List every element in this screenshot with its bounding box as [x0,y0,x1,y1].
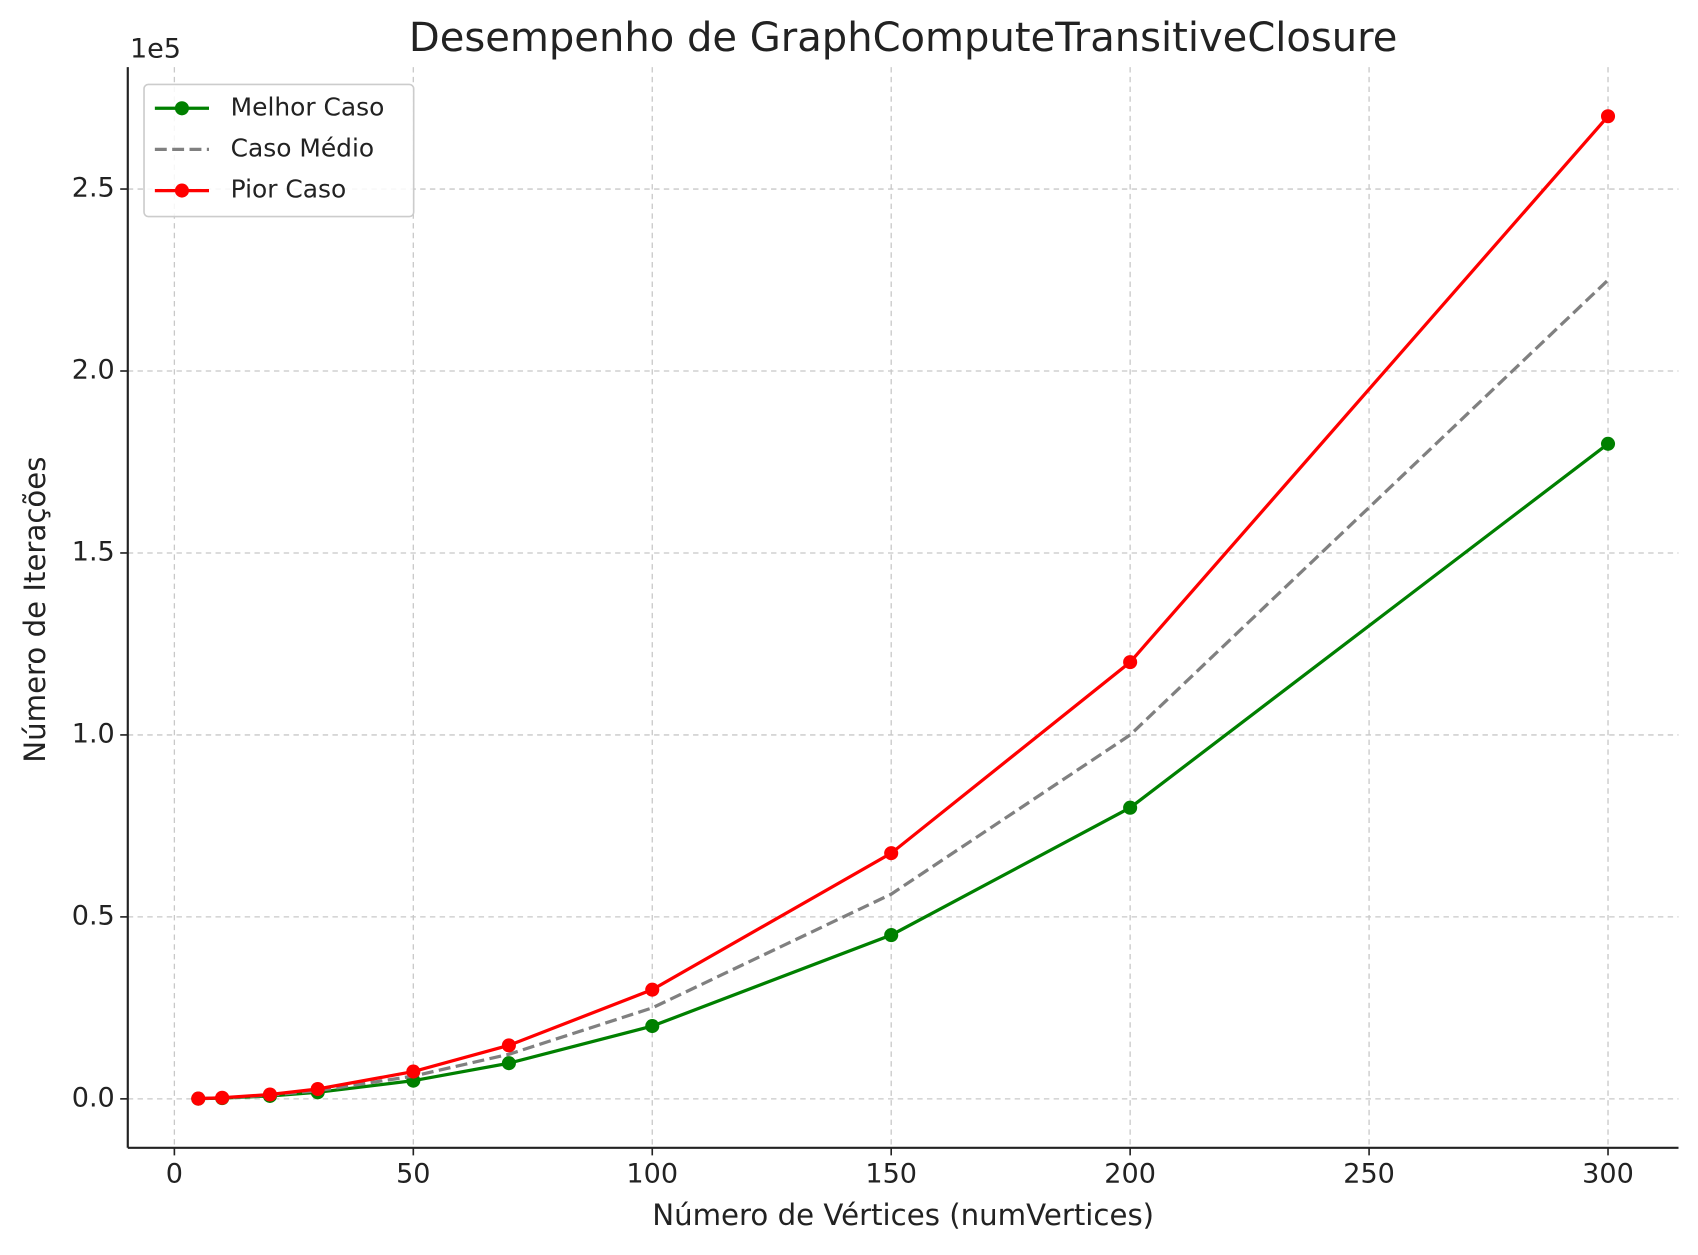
data-point [1600,109,1616,124]
data-point [310,1081,325,1097]
x-tick-label: 300 [1582,1158,1634,1189]
y-tick-label: 1.5 [72,536,115,567]
y-tick-label: 1.0 [72,718,115,749]
data-point [191,1091,206,1106]
series-line [198,278,1610,1101]
series-line [198,115,1610,1101]
y-axis-label: Número de Iterações [18,456,52,762]
x-tick-label: 150 [865,1158,917,1189]
data-point [501,1056,516,1071]
data-point [1123,800,1138,815]
y-tick-label: 0.0 [72,1082,115,1113]
legend-label: Caso Médio [231,133,374,162]
data-point [1123,655,1138,670]
y-offset-label: 1e5 [130,33,181,64]
data-point [406,1064,421,1079]
data-point [501,1038,516,1053]
data-point [262,1087,277,1102]
legend-label: Pior Caso [231,175,347,204]
series-line [198,442,1610,1101]
y-tick-label: 0.5 [72,900,115,931]
x-tick-label: 100 [626,1158,678,1189]
data-point [645,982,660,997]
data-point [884,928,899,943]
data-point [645,1019,660,1034]
x-axis-label: Número de Vértices (numVertices) [652,1198,1154,1232]
legend-marker [174,183,189,198]
legend-box [143,83,415,218]
data-point [1600,436,1616,451]
data-point [215,1090,230,1105]
x-tick-label: 0 [166,1158,183,1189]
data-point [884,846,899,861]
legend-label: Melhor Caso [231,92,385,121]
x-tick-label: 50 [396,1158,430,1189]
x-tick-label: 250 [1343,1158,1395,1189]
x-tick-label: 200 [1104,1158,1156,1189]
legend-marker [174,101,189,116]
chart-title: Desempenho de GraphComputeTransitiveClos… [409,15,1398,61]
y-tick-label: 2.0 [72,355,115,386]
y-tick-label: 2.5 [72,173,115,204]
